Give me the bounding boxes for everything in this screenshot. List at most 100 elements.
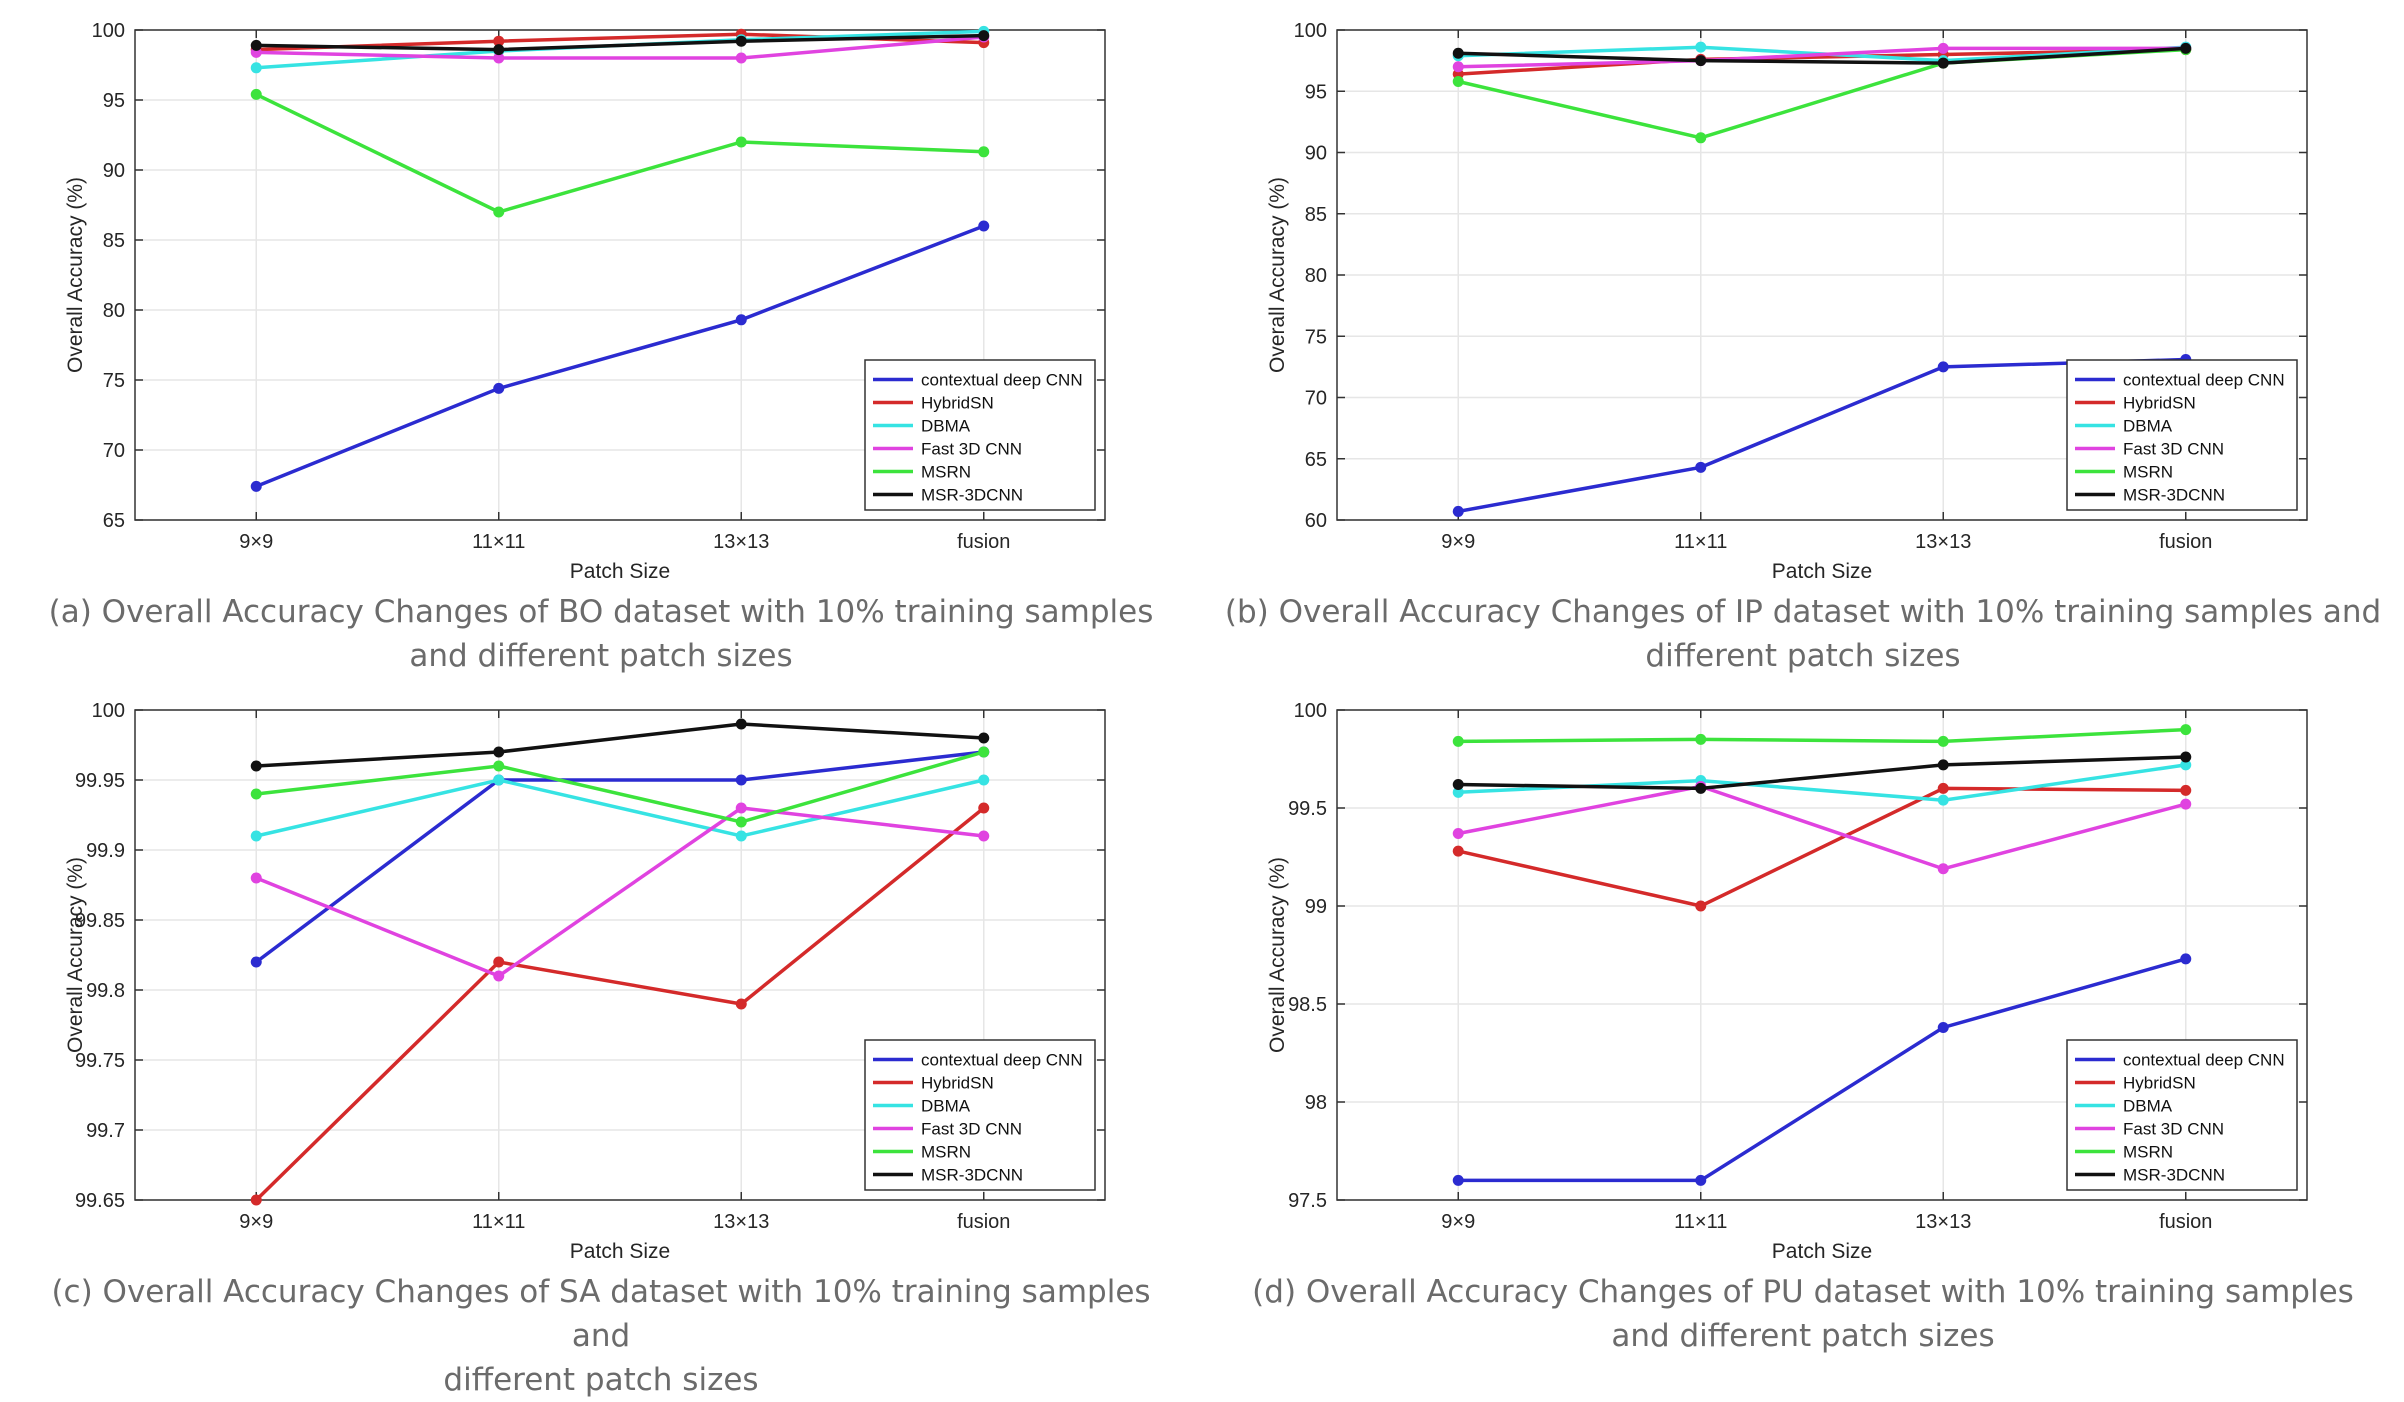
y-tick-label: 100 [92, 20, 125, 42]
legend-b: contextual deep CNN HybridSN DBMA Fast 3D C… [2066, 359, 2298, 511]
series-line [256, 35, 984, 60]
plot-frame-a [134, 29, 1106, 521]
x-tick-label: 11×11 [472, 531, 525, 553]
data-point [493, 52, 505, 64]
data-point [1452, 75, 1464, 87]
legend-label: MSRN [2123, 1143, 2173, 1162]
legend-box [864, 359, 1096, 511]
legend-label: contextual deep CNN [921, 371, 1083, 390]
series-dbma [250, 774, 990, 842]
series-contextual-deep-cnn [1452, 953, 2192, 1186]
y-tick-label: 99.7 [86, 1120, 125, 1142]
x-axis-label: Patch Size [570, 1240, 670, 1263]
y-tick-label: 99.85 [75, 910, 125, 932]
data-point [2180, 42, 2192, 54]
chart-svg-c: 99.65 99.7 99.75 99.8 99.85 99.9 99.95 100 9×9 11… [64, 700, 1106, 1263]
y-tick-label: 99.65 [75, 1190, 125, 1212]
series-hybridsn [250, 802, 990, 1206]
gridlines-a [135, 29, 1105, 521]
legend-label: Fast 3D CNN [921, 1120, 1022, 1139]
caption-a-line-2: and different patch sizes [409, 638, 793, 674]
data-point [1937, 863, 1949, 875]
series-msr-3dcnn [250, 30, 990, 56]
x-tick-label: 13×13 [1915, 1211, 1971, 1233]
data-point [978, 30, 990, 42]
data-point [493, 35, 505, 47]
legend-label: DBMA [921, 1097, 971, 1116]
legend-label: MSRN [921, 463, 971, 482]
y-tick-label: 99.8 [86, 980, 125, 1002]
legend-label: MSRN [921, 1143, 971, 1162]
chart-svg-b: 60 65 70 75 80 85 90 95 100 9×9 11×11 13×13 fusion Pa… [1266, 20, 2308, 583]
caption-c-line-1: (c) Overall Accuracy Changes of SA datas… [51, 1274, 1151, 1354]
data-point [250, 788, 262, 800]
series-line [1458, 47, 2186, 76]
series-hybridsn [1452, 782, 2192, 912]
y-tick-label: 99.75 [75, 1050, 125, 1072]
series-msrn [250, 88, 990, 218]
caption-d: (d) Overall Accuracy Changes of PU datas… [1222, 1270, 2384, 1358]
data-point [250, 830, 262, 842]
data-point [978, 802, 990, 814]
y-tick-label: 85 [1305, 204, 1327, 226]
y-tick-label: 99 [1305, 896, 1327, 918]
data-point [250, 1194, 262, 1206]
series-line [1457, 786, 2186, 908]
x-tick-label: fusion [2159, 1211, 2212, 1233]
legend-label: HybridSN [2123, 1074, 2196, 1093]
series-msr-3dcnn [1452, 751, 2192, 794]
series-line [1458, 46, 2186, 69]
data-point [735, 52, 747, 64]
data-point [1452, 827, 1464, 839]
legend-label: contextual deep CNN [2123, 1051, 2285, 1070]
data-point [493, 760, 505, 772]
data-point [735, 998, 747, 1010]
x-tick-label: 13×13 [1915, 531, 1971, 553]
series-line [255, 750, 985, 964]
caption-b-line-2: different patch sizes [1645, 638, 1961, 674]
y-tick-label: 99.9 [86, 840, 125, 862]
y-tick-label: 98 [1305, 1092, 1327, 1114]
legend-label: DBMA [2123, 417, 2173, 436]
chart-panel-c: 99.65 99.7 99.75 99.8 99.85 99.9 99.95 100 9×9 11… [0, 680, 1202, 1398]
chart-panel-a: 65 70 75 80 85 90 95 100 9×9 11×11 13×13 fusion Patc… [0, 0, 1202, 680]
data-point [250, 872, 262, 884]
legend-box [864, 1039, 1096, 1191]
data-point [1695, 41, 1707, 53]
chart-panel-d: 97.5 98 98.5 99 99.5 100 9×9 11×11 13×13 fusion Pa… [1202, 680, 2404, 1360]
y-axis-label: Overall Accuracy (%) [64, 857, 87, 1053]
series-line [1458, 755, 2186, 791]
caption-b: (b) Overall Accuracy Changes of IP datas… [1222, 590, 2384, 678]
data-point [493, 44, 505, 56]
legend-label: MSRN [2123, 463, 2173, 482]
data-point [1695, 900, 1707, 912]
y-tick-label: 97.5 [1288, 1190, 1327, 1212]
caption-a-line-1: (a) Overall Accuracy Changes of BO datas… [48, 594, 1154, 630]
legend-label: MSR-3DCNN [2123, 1166, 2225, 1185]
series-dbma [1452, 759, 2192, 806]
legend-label: MSR-3DCNN [921, 1166, 1023, 1185]
data-point [735, 774, 747, 786]
y-axis-label: Overall Accuracy (%) [1266, 857, 1289, 1053]
data-point [1695, 782, 1707, 794]
data-point [1695, 1174, 1707, 1186]
plot-frame-c [134, 709, 1106, 1201]
data-point [250, 480, 262, 492]
series-line [1458, 957, 2187, 1183]
series-msrn [1452, 44, 2192, 144]
x-axis-label: Patch Size [1772, 1240, 1872, 1263]
series-line [1458, 763, 2187, 802]
caption-c: (c) Overall Accuracy Changes of SA datas… [20, 1270, 1182, 1402]
series-line [255, 806, 985, 1202]
legend-label: HybridSN [921, 1074, 994, 1093]
y-tick-label: 95 [1305, 81, 1327, 103]
data-point [735, 136, 747, 148]
data-point [250, 760, 262, 772]
data-point [1937, 1022, 1949, 1034]
caption-a: (a) Overall Accuracy Changes of BO datas… [20, 590, 1182, 678]
data-point [1452, 505, 1464, 517]
legend-box [2066, 1039, 2298, 1191]
x-tick-label: fusion [2159, 531, 2212, 553]
data-point [1452, 47, 1464, 59]
data-point [1452, 1174, 1464, 1186]
